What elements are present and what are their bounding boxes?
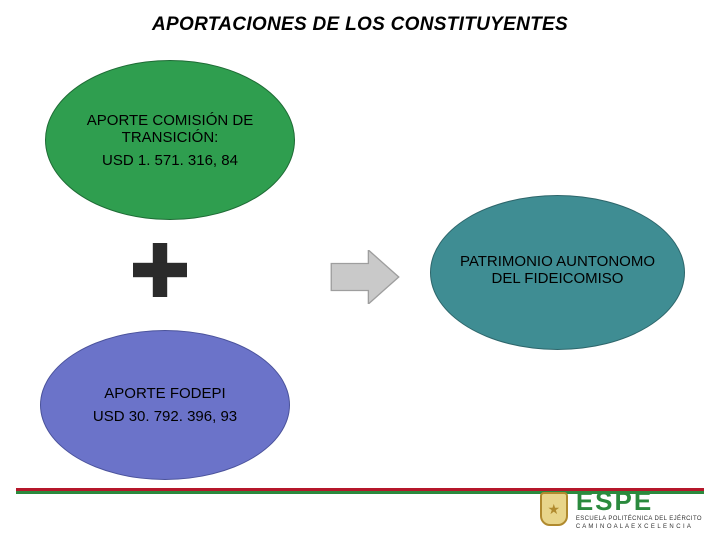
- oval-aporte-comision: APORTE COMISIÓN DE TRANSICIÓN: USD 1. 57…: [45, 60, 295, 220]
- espe-logo-main: ESPE: [576, 488, 702, 514]
- slide: { "canvas": { "width": 720, "height": 54…: [0, 0, 720, 540]
- oval-teal-line1: PATRIMONIO AUNTONOMO DEL FIDEICOMISO: [459, 253, 656, 287]
- oval-aporte-fodepi: APORTE FODEPI USD 30. 792. 396, 93: [40, 330, 290, 480]
- plus-icon: [130, 240, 190, 300]
- espe-shield-icon: ★: [540, 492, 568, 526]
- espe-logo-sub2: C A M I N O A L A E X C E L E N C I A: [576, 524, 702, 530]
- espe-logo-sub1: ESCUELA POLITÉCNICA DEL EJÉRCITO: [576, 516, 702, 522]
- oval-green-line1: APORTE COMISIÓN DE TRANSICIÓN:: [74, 112, 266, 146]
- oval-purple-line1: APORTE FODEPI: [104, 385, 225, 402]
- espe-logo-text: ESPE ESCUELA POLITÉCNICA DEL EJÉRCITO C …: [576, 488, 702, 530]
- slide-title: APORTACIONES DE LOS CONSTITUYENTES: [0, 14, 720, 36]
- oval-patrimonio: PATRIMONIO AUNTONOMO DEL FIDEICOMISO: [430, 195, 685, 350]
- oval-green-line2: USD 1. 571. 316, 84: [102, 152, 238, 169]
- oval-purple-line2: USD 30. 792. 396, 93: [93, 408, 237, 425]
- arrow-right-icon: [330, 250, 400, 304]
- espe-logo: ★ ESPE ESCUELA POLITÉCNICA DEL EJÉRCITO …: [540, 488, 702, 530]
